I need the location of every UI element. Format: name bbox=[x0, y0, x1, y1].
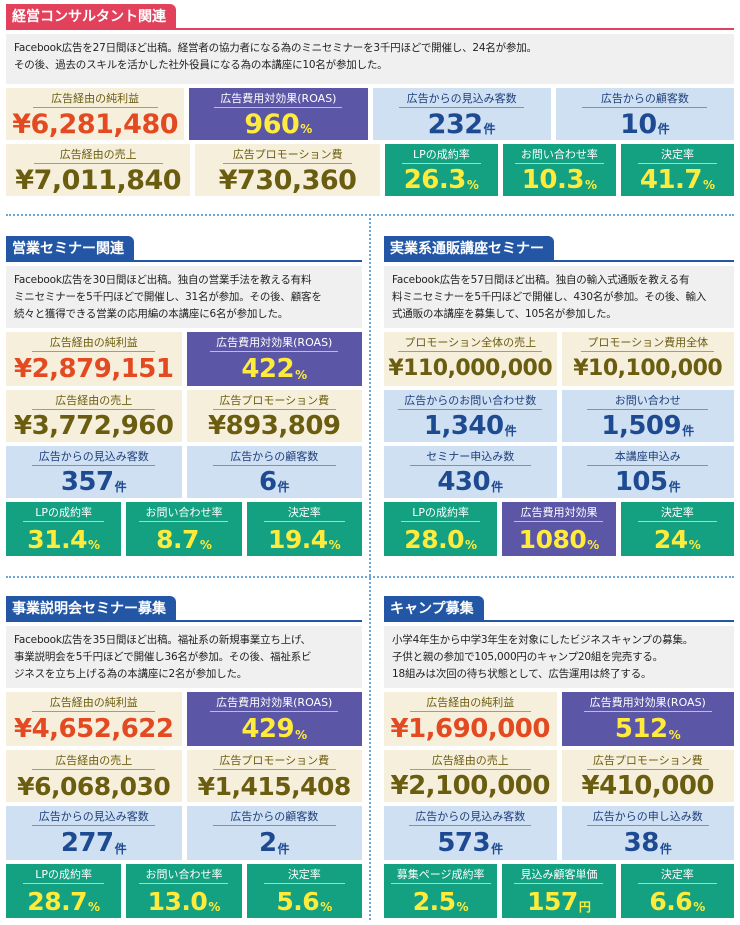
metrics-grid: 広告経由の純利益 ¥4,652,622 広告費用対効果(ROAS) 429% 広告経… bbox=[6, 692, 362, 920]
metric-promo-cost: 広告プロモーション費 ¥730,360 bbox=[195, 144, 380, 196]
metric-lp-conversion: LPの成約率 28.0% bbox=[384, 502, 498, 556]
metric-inquiry-rate: お問い合わせ率 13.0% bbox=[126, 864, 242, 918]
metric-sales: 広告経由の売上 ¥3,772,960 bbox=[6, 390, 182, 442]
section-description: Facebook広告を27日間ほど出稿。経営者の協力者になる為のミニセミナーを3… bbox=[6, 34, 734, 84]
section-mail-order-seminar: 実業系通販講座セミナー Facebook広告を57日間ほど出稿。独自の輸入式通販… bbox=[384, 236, 734, 560]
metrics-grid: 広告経由の純利益 ¥1,690,000 広告費用対効果(ROAS) 512% 広告経… bbox=[384, 692, 734, 920]
desc-line: 続々と獲得できる営業の応用編の本講座に6名が参加した。 bbox=[14, 308, 289, 320]
desc-line: 事業説明会を5千円ほどで開催し36名が参加。その後、福祉系ビ bbox=[14, 651, 312, 663]
metrics-grid: プロモーション全体の売上 ¥110,000,000 プロモーション費用全体 ¥10,… bbox=[384, 332, 734, 558]
divider-horizontal bbox=[6, 576, 734, 578]
metric-lp-conversion: LPの成約率 28.7% bbox=[6, 864, 122, 918]
metrics-grid: 広告経由の純利益 ¥6,281,480 広告費用対効果(ROAS) 960% 広告か… bbox=[6, 88, 735, 196]
metric-close-rate: 決定率 41.7% bbox=[620, 144, 735, 196]
title-underline bbox=[384, 260, 734, 262]
section-title: 事業説明会セミナー募集 bbox=[6, 596, 176, 622]
metric-net-profit: 広告経由の純利益 ¥1,690,000 bbox=[384, 692, 557, 746]
metric-roas: 広告費用対効果(ROAS) 960% bbox=[189, 88, 368, 140]
metric-customers: 広告からの顧客数 6 件 bbox=[186, 446, 362, 498]
section-sales-seminar: 営業セミナー関連 Facebook広告を30日間ほど出稿。独自の営業手法を教える… bbox=[6, 236, 362, 560]
desc-line: Facebook広告を35日間ほど出稿。福祉系の新規事業立ち上げ、 bbox=[14, 634, 311, 646]
section-camp: キャンプ募集 小学4年生から中学3年生を対象にしたビジネスキャンプの募集。 子供… bbox=[384, 596, 734, 922]
metric-roas: 広告費用対効果 1080% bbox=[502, 502, 616, 556]
metric-roas: 広告費用対効果(ROAS) 429% bbox=[186, 692, 362, 746]
metric-leads: 広告からの見込み客数 573 件 bbox=[384, 806, 557, 860]
metric-close-rate: 決定率 24% bbox=[620, 502, 734, 556]
metric-lead-unit-cost: 見込み顧客単価 157 円 bbox=[502, 864, 616, 918]
metric-promo-cost: 広告プロモーション費 ¥410,000 bbox=[561, 750, 734, 802]
section-title: キャンプ募集 bbox=[384, 596, 484, 622]
title-underline bbox=[384, 620, 734, 622]
metric-lp-conversion: LPの成約率 31.4% bbox=[6, 502, 122, 556]
metric-leads: 広告からの見込み客数 357 件 bbox=[6, 446, 182, 498]
title-underline bbox=[6, 28, 734, 30]
metric-inquiry-rate: お問い合わせ率 10.3% bbox=[502, 144, 616, 196]
metric-customers: 広告からの顧客数 10 件 bbox=[555, 88, 734, 140]
metric-close-rate: 決定率 5.6% bbox=[246, 864, 362, 918]
section-business-briefing: 事業説明会セミナー募集 Facebook広告を35日間ほど出稿。福祉系の新規事業… bbox=[6, 596, 362, 922]
metric-applications: 広告からの申し込み数 38 件 bbox=[561, 806, 734, 860]
section-consulting: 経営コンサルタント関連 Facebook広告を27日間ほど出稿。経営者の協力者に… bbox=[6, 4, 735, 200]
metric-sales: 広告経由の売上 ¥6,068,030 bbox=[6, 750, 182, 802]
desc-line: 小学4年生から中学3年生を対象にしたビジネスキャンプの募集。 bbox=[392, 634, 694, 646]
title-underline bbox=[6, 620, 362, 622]
desc-line: ミニセミナーを5千円ほどで開催し、31名が参加。その後、顧客を bbox=[14, 291, 322, 303]
desc-line: 式通販の本講座を募集して、105名が参加した。 bbox=[392, 308, 617, 320]
desc-line: 子供と親の参加で105,000円のキャンプ20組を完売する。 bbox=[392, 651, 663, 663]
metric-course-signups: 本講座申込み 105 件 bbox=[561, 446, 734, 498]
metric-promo-cost: 広告プロモーション費 ¥893,809 bbox=[186, 390, 362, 442]
metric-total-promo-cost: プロモーション費用全体 ¥10,100,000 bbox=[561, 332, 734, 386]
metric-roas: 広告費用対効果(ROAS) 422% bbox=[186, 332, 362, 386]
desc-line: ジネスを立ち上げる為の本講座に2名が参加した。 bbox=[14, 668, 248, 680]
divider-vertical bbox=[369, 214, 371, 920]
desc-line: 料ミニセミナーを5千円ほどで開催し、430名が参加。その後、輸入 bbox=[392, 291, 707, 303]
section-title: 実業系通販講座セミナー bbox=[384, 236, 554, 262]
metric-total-sales: プロモーション全体の売上 ¥110,000,000 bbox=[384, 332, 557, 386]
metric-ad-inquiries: 広告からのお問い合わせ数 1,340 件 bbox=[384, 390, 557, 442]
metric-leads: 広告からの見込み客数 232 件 bbox=[372, 88, 551, 140]
section-description: Facebook広告を57日間ほど出稿。独自の輸入式通販を教える有 料ミニセミナ… bbox=[384, 266, 734, 328]
section-title: 経営コンサルタント関連 bbox=[6, 4, 176, 30]
metric-sales: 広告経由の売上 ¥2,100,000 bbox=[384, 750, 557, 802]
desc-line: Facebook広告を30日間ほど出稿。独自の営業手法を教える有料 bbox=[14, 274, 312, 286]
section-description: Facebook広告を30日間ほど出稿。独自の営業手法を教える有料 ミニセミナー… bbox=[6, 266, 362, 328]
metric-page-conversion: 募集ページ成約率 2.5% bbox=[384, 864, 498, 918]
metric-customers: 広告からの顧客数 2 件 bbox=[186, 806, 362, 860]
desc-line: Facebook広告を57日間ほど出稿。独自の輸入式通販を教える有 bbox=[392, 274, 690, 286]
metric-lp-conversion: LPの成約率 26.3% bbox=[384, 144, 498, 196]
metrics-grid: 広告経由の純利益 ¥2,879,151 広告費用対効果(ROAS) 422% 広告経… bbox=[6, 332, 362, 558]
metric-net-profit: 広告経由の純利益 ¥2,879,151 bbox=[6, 332, 182, 386]
metric-close-rate: 決定率 6.6% bbox=[620, 864, 734, 918]
section-description: 小学4年生から中学3年生を対象にしたビジネスキャンプの募集。 子供と親の参加で1… bbox=[384, 626, 734, 688]
metric-net-profit: 広告経由の純利益 ¥4,652,622 bbox=[6, 692, 182, 746]
desc-line: Facebook広告を27日間ほど出稿。経営者の協力者になる為のミニセミナーを3… bbox=[14, 42, 537, 54]
metric-inquiries: お問い合わせ 1,509 件 bbox=[561, 390, 734, 442]
section-description: Facebook広告を35日間ほど出稿。福祉系の新規事業立ち上げ、 事業説明会を… bbox=[6, 626, 362, 688]
title-underline bbox=[6, 260, 362, 262]
metric-promo-cost: 広告プロモーション費 ¥1,415,408 bbox=[186, 750, 362, 802]
metric-seminar-signups: セミナー申込み数 430 件 bbox=[384, 446, 557, 498]
metric-inquiry-rate: お問い合わせ率 8.7% bbox=[126, 502, 242, 556]
metric-roas: 広告費用対効果(ROAS) 512% bbox=[561, 692, 734, 746]
metric-close-rate: 決定率 19.4% bbox=[246, 502, 362, 556]
desc-line: その後、過去のスキルを活かした社外役員になる為の本講座に10名が参加した。 bbox=[14, 59, 388, 71]
desc-line: 18組みは次回の待ち状態として、広告運用は終了する。 bbox=[392, 668, 652, 680]
section-title: 営業セミナー関連 bbox=[6, 236, 134, 262]
metric-sales: 広告経由の売上 ¥7,011,840 bbox=[6, 144, 191, 196]
metric-leads: 広告からの見込み客数 277 件 bbox=[6, 806, 182, 860]
metric-net-profit: 広告経由の純利益 ¥6,281,480 bbox=[6, 88, 185, 140]
